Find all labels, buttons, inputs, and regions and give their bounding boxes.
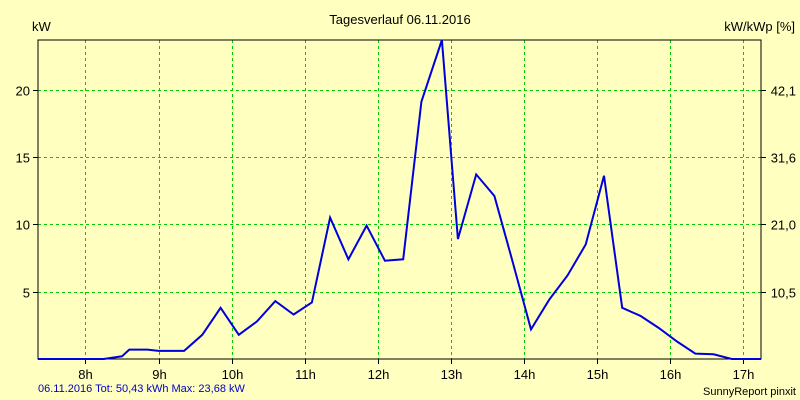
x-tick-label: 16h <box>660 367 682 382</box>
x-tick-label: 9h <box>152 367 166 382</box>
y-axis-label-left: kW <box>32 19 52 34</box>
y-tick-label-left: 5 <box>23 286 30 301</box>
y-tick-label-right: 31,6 <box>771 151 796 166</box>
series <box>38 39 761 360</box>
tick-labels: 8h 9h 10h 11h 12h 13h 14h 15h 16h 17h 5 10,5 10 21,0 1… <box>16 84 796 383</box>
x-tick-label: 12h <box>368 367 390 382</box>
y-tick-label-right: 21,0 <box>771 218 796 233</box>
axis-ticks <box>33 90 766 364</box>
y-tick-label-left: 20 <box>16 84 30 99</box>
plot-frame <box>37 39 762 360</box>
y-axis-label-right: kW/kWp [%] <box>724 19 795 34</box>
chart-title: Tagesverlauf 06.11.2016 <box>329 12 470 27</box>
x-tick-label: 11h <box>295 367 316 382</box>
y-tick-label-right: 10,5 <box>771 286 796 301</box>
x-tick-label: 10h <box>222 367 244 382</box>
x-tick-label: 14h <box>514 367 536 382</box>
x-tick-label: 15h <box>587 367 609 382</box>
y-tick-label-left: 10 <box>16 218 30 233</box>
x-tick-label: 17h <box>733 367 755 382</box>
footer-summary: 06.11.2016 Tot: 50,43 kWh Max: 23,68 kW <box>38 383 245 395</box>
y-tick-label-left: 15 <box>16 151 30 166</box>
power-series-line <box>38 39 761 360</box>
footer-credit: SunnyReport pinxit <box>703 386 796 398</box>
x-tick-label: 13h <box>441 367 463 382</box>
y-tick-label-right: 42,1 <box>771 84 796 99</box>
x-tick-label: 8h <box>78 367 92 382</box>
